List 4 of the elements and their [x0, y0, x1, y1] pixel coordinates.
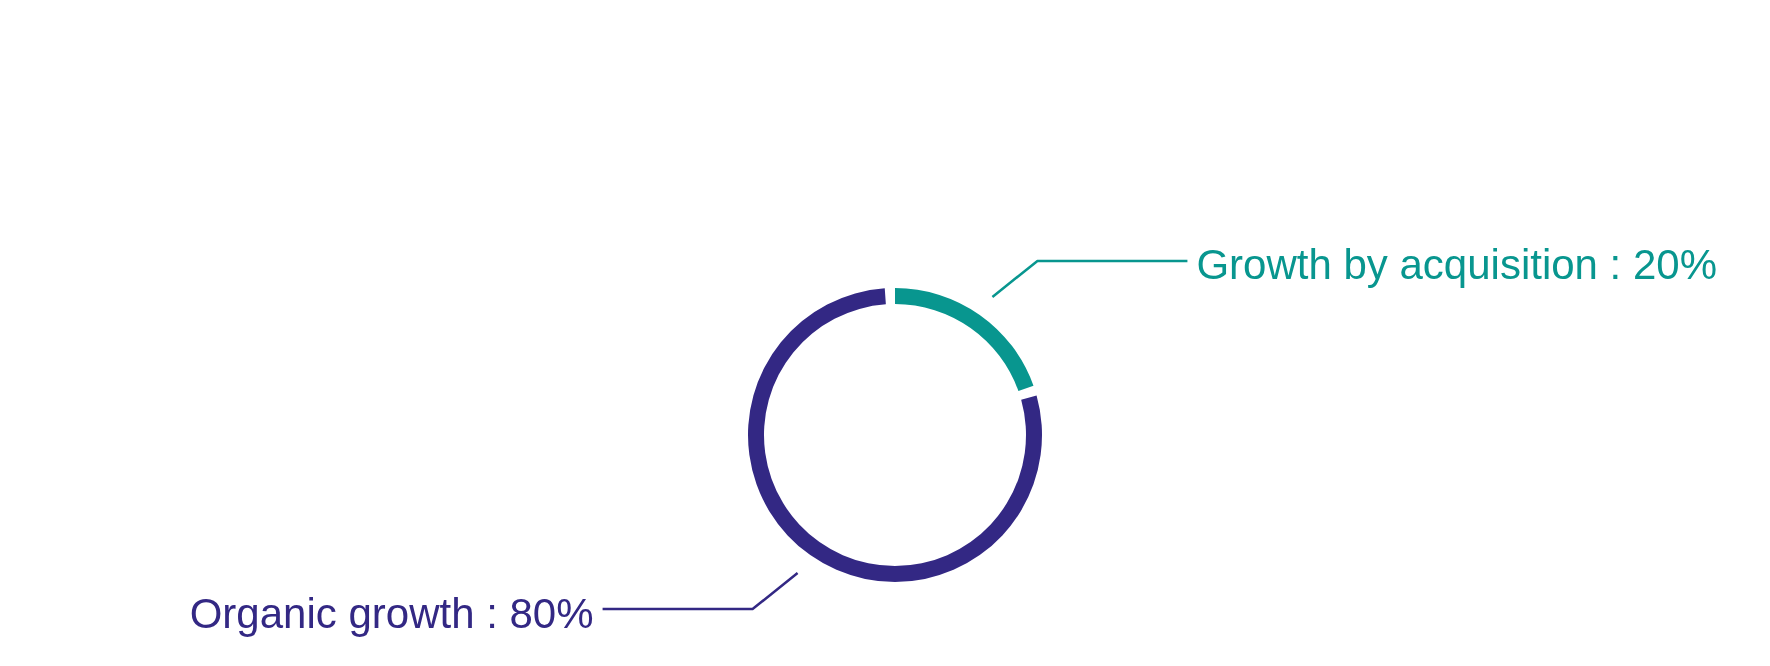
donut-slice	[748, 288, 1042, 582]
slice-label: Growth by acquisition : 20%	[1196, 241, 1718, 289]
slice-label: Organic growth : 80%	[189, 589, 594, 637]
donut-slice	[895, 288, 1034, 392]
